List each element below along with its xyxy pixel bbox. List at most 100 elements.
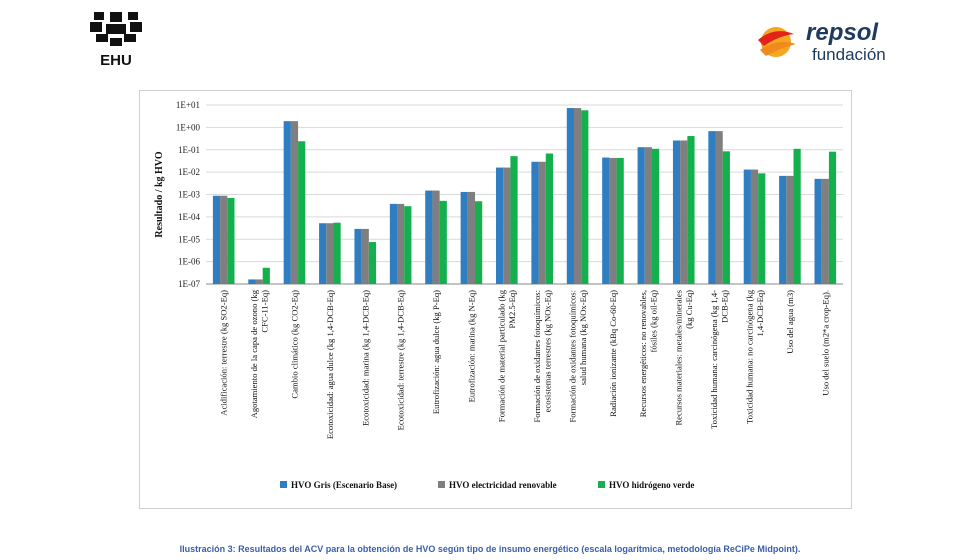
x-category-label-line: Agotamiento de la capa de ozono (kg [249,289,259,418]
bar-2 [326,223,334,284]
x-category-label: Toxicidad humana: carcinógena (kg 1,4-DC… [709,290,730,429]
x-category-label: Ecotoxicidad: marina (kg 1,4-DCB-Eq) [360,290,370,426]
x-category-label: Agotamiento de la capa de ozono (kgCFC-1… [249,289,270,418]
bar-1 [743,169,751,284]
x-category-label-line: Toxicidad humana: no carcinógena (kg [744,289,754,424]
x-category-label-line: Recursos energéticos: no renovables, [638,290,648,417]
x-category-label-line: PM2.5-Eq) [507,290,517,329]
bar-3 [651,148,660,284]
x-category-label-line: Ecotoxicidad: agua dulce (kg 1,4-DCB-Eq) [325,290,335,439]
bar-2 [503,167,511,284]
bar-3 [581,110,589,284]
bar-2 [786,175,794,284]
x-category-label-line: Radiación ionizante (kBq Co-60-Eq) [608,290,618,417]
x-category-label-line: Acidificación: terrestre (kg SO2-Eq) [219,290,229,416]
x-category-label: Eutrofización: agua dulce (kg P-Eq) [431,290,441,414]
x-category-label: Radiación ionizante (kBq Co-60-Eq) [608,290,618,417]
legend-swatch-3 [598,481,605,488]
x-category-label-line: Recursos materiales: metales/minerales [674,289,684,425]
bar-2 [290,121,299,285]
bar-1 [708,131,716,284]
bar-3 [758,173,766,284]
y-tick-label: 1E-02 [178,167,200,177]
y-axis-label: Resultado / kg HVO [154,151,165,237]
bar-1 [672,140,681,284]
bar-2 [680,140,688,284]
x-category-label: Formación de oxidantes fotoquímicos:salu… [567,290,588,423]
y-tick-label: 1E+00 [176,122,201,132]
x-category-label: Formación de material particulado (kgPM2… [497,289,518,422]
legend-swatch-2 [438,481,445,488]
bar-3 [545,153,553,284]
x-category-label-line: Eutrofización: agua dulce (kg P-Eq) [431,290,441,414]
bar-1 [531,161,539,284]
bar-2 [220,195,228,284]
x-category-label-line: Ecotoxicidad: marina (kg 1,4-DCB-Eq) [360,290,370,426]
x-category-label-line: Cambio climático (kg CO2-Eq) [289,290,299,399]
ehu-logo-text: EHU [100,52,132,68]
x-category-label-line: Toxicidad humana: carcinógena (kg 1,4- [709,290,719,429]
bar-1 [602,157,610,284]
x-category-label-line: ecosistemas terrestres (kg NOx-Eq) [542,290,552,413]
y-tick-label: 1E-03 [178,190,200,200]
bar-3 [616,157,624,284]
bar-3 [298,141,306,284]
legend-label-3: HVO hidrógeno verde [609,480,694,490]
lca-bar-chart: 1E-07 1E-06 1E-05 1E-04 1E-03 1E-02 1E-01 1E+00… [154,100,843,490]
y-tick-label: 1E-07 [178,279,200,289]
bar-2 [432,190,440,284]
bar-2 [361,228,369,284]
repsol-fundacion-logo: repsol fundación [754,16,914,66]
x-category-label: Uso del agua (m3) [785,290,795,354]
bar-2 [609,157,617,284]
legend-label-1: HVO Gris (Escenario Base) [291,480,397,490]
bar-3 [333,222,341,284]
bar-3 [404,206,412,284]
x-category-label-line: Formación de oxidantes fotoquímicos: [532,290,542,422]
x-category-label-line: CFC-11-Eq) [259,290,269,333]
bar-1 [354,228,362,284]
x-category-label: Ecotoxicidad: terrestre (kg 1,4-DCB-Eq) [396,290,406,430]
x-category-label-line: Uso del agua (m3) [785,290,795,354]
x-category-label: Cambio climático (kg CO2-Eq) [289,290,299,399]
y-tick-label: 1E-06 [178,257,200,267]
x-category-label-line: Formación de material particulado (kg [497,289,507,422]
bar-2 [821,178,829,284]
x-category-label-line: Ecotoxicidad: terrestre (kg 1,4-DCB-Eq) [396,290,406,430]
bar-3 [510,156,518,284]
bar-3 [828,151,837,284]
bar-3 [793,148,801,284]
repsol-wordmark: repsol [806,19,879,46]
bar-1 [425,190,433,284]
bar-3 [722,151,730,284]
y-tick-label: 1E+01 [176,100,200,110]
x-category-label-line: (kg Cu-Eq) [684,290,694,329]
x-category-label-line: salud humana (kg NOx-Eq) [578,290,588,385]
bar-1 [460,191,468,284]
fundacion-wordmark: fundación [812,45,886,64]
x-category-label-line: fósiles (kg oil-Eq) [649,290,659,353]
bar-3 [227,197,235,284]
bar-3 [687,136,695,284]
bar-3 [368,242,377,284]
bar-1 [283,121,291,285]
chart-frame: 1E-07 1E-06 1E-05 1E-04 1E-03 1E-02 1E-01 1E+00… [139,90,852,509]
bar-2 [750,169,759,284]
x-category-label-line: DCB-Eq) [719,290,729,323]
bar-1 [319,223,327,284]
bar-1 [637,147,645,284]
x-category-label: Recursos materiales: metales/minerales(k… [674,289,695,425]
legend-label-2: HVO electricidad renovable [449,480,557,490]
x-category-label: Acidificación: terrestre (kg SO2-Eq) [219,290,229,416]
bar-3 [439,200,447,284]
x-category-label-line: Eutrofización: marina (kg N-Eq) [466,290,476,403]
y-tick-label: 1E-05 [178,234,200,244]
bar-3 [475,201,483,284]
x-category-label: Uso del suelo (m2*a crop-Eq). [820,290,830,396]
bar-1 [779,175,787,284]
y-tick-label: 1E-01 [178,145,200,155]
bar-2 [397,203,405,284]
bar-1 [566,108,574,284]
x-category-label: Ecotoxicidad: agua dulce (kg 1,4-DCB-Eq) [325,290,335,439]
x-category-label: Toxicidad humana: no carcinógena (kg1,4-… [744,289,765,424]
